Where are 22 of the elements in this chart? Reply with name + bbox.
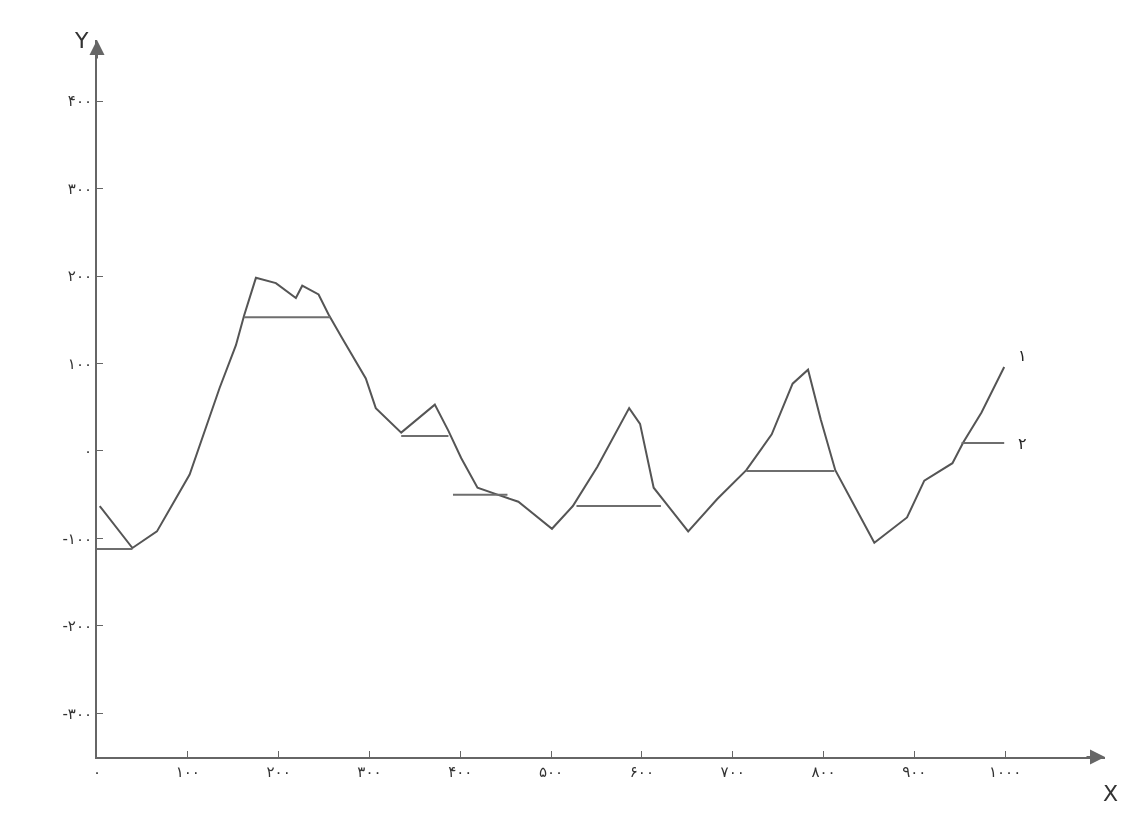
y-tick-label: ۱۰۰ [67, 354, 92, 373]
y-tick-label: -۲۰۰ [62, 617, 92, 636]
x-tick-label: ۲۰۰ [266, 763, 291, 781]
series-label: ۱ [1018, 346, 1027, 365]
y-tick-label: ۰ [83, 442, 92, 461]
series-label: ۲ [1018, 434, 1027, 453]
y-tick-label: -۱۰۰ [62, 529, 92, 548]
x-tick-label: ۱۰۰ [175, 763, 200, 781]
y-tick-label: ۲۰۰ [67, 267, 92, 286]
x-tick-label: ۸۰۰ [811, 763, 836, 781]
y-tick-label: -۳۰۰ [62, 704, 92, 723]
y-tick-label: ۳۰۰ [67, 179, 92, 198]
x-axis-title: X [1103, 781, 1119, 806]
x-tick-label: ۱۰۰۰ [988, 763, 1022, 781]
x-tick-label: ۶۰۰ [629, 763, 654, 781]
y-axis-title: Y [74, 28, 89, 53]
x-tick-label: ۵۰۰ [538, 763, 564, 781]
x-tick-label: ۷۰۰ [720, 763, 745, 781]
x-tick-label: ۹۰۰ [902, 763, 927, 781]
y-tick-label: ۴۰۰ [67, 92, 92, 111]
x-tick-label: ۳۰۰ [357, 763, 382, 781]
x-tick-label: ۴۰۰ [448, 763, 473, 781]
